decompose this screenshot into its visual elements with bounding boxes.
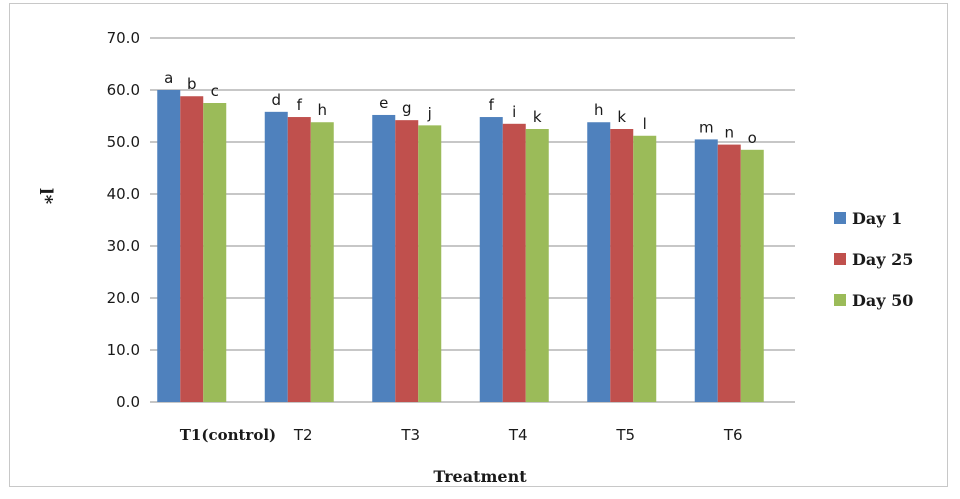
legend: Day 1 Day 25 Day 50	[834, 209, 913, 310]
bar-day-1-t4	[479, 117, 503, 402]
legend-swatch	[834, 253, 846, 265]
x-tick-label: T3	[400, 426, 420, 444]
x-tick-label: T1(control)	[180, 426, 276, 444]
bar-day-50-t2	[310, 122, 334, 403]
bar-day-25-t3	[395, 120, 419, 402]
x-axis-label: Treatment	[433, 467, 527, 486]
y-tick-label: 10.0	[107, 341, 140, 359]
significance-letter: m	[699, 118, 714, 136]
bar-day-1-t3	[372, 114, 396, 403]
bar-day-25-t5	[610, 129, 634, 402]
significance-letter: j	[427, 104, 432, 122]
gridlines	[150, 37, 795, 403]
bar-day-50-t3	[418, 125, 442, 403]
significance-letter: b	[187, 75, 197, 93]
significance-letter: k	[617, 108, 626, 126]
x-tick-label: T4	[508, 426, 528, 444]
significance-letter: d	[271, 91, 281, 109]
significance-letter: o	[748, 129, 757, 147]
legend-swatch	[834, 294, 846, 306]
significance-letter: h	[594, 101, 604, 119]
x-tick-labels: T1(control) T2 T3 T4 T5 T6	[180, 426, 743, 444]
significance-letter: h	[317, 101, 327, 119]
y-tick-labels: 0.0 10.0 20.0 30.0 40.0 50.0 60.0 70.0	[107, 29, 140, 411]
legend-label: Day 25	[852, 250, 913, 269]
legend-label: Day 1	[852, 209, 902, 228]
significance-letter: c	[211, 82, 219, 100]
significance-letter: f	[489, 96, 495, 114]
y-axis-label: l*	[35, 188, 56, 205]
significance-letter: f	[297, 96, 303, 114]
y-tick-label: 70.0	[107, 29, 140, 47]
x-tick-label: T2	[293, 426, 313, 444]
legend-swatch	[834, 212, 846, 224]
bar-day-1-t1	[157, 90, 181, 402]
y-tick-label: 30.0	[107, 237, 140, 255]
bar-day-50-t6	[740, 149, 764, 402]
legend-label: Day 50	[852, 291, 913, 310]
bar-day-25-t6	[717, 144, 741, 402]
significance-letter: g	[402, 99, 412, 117]
significance-letter: l	[643, 115, 647, 133]
bar-day-25-t1	[180, 96, 204, 403]
bar-day-25-t4	[502, 123, 526, 403]
bar-day-1-t6	[694, 139, 718, 402]
bar-day-50-t5	[633, 135, 657, 402]
y-tick-label: 50.0	[107, 133, 140, 151]
bar-day-50-t1	[203, 103, 227, 402]
bar-day-25-t2	[287, 117, 311, 402]
y-tick-label: 60.0	[107, 81, 140, 99]
bars	[157, 90, 764, 403]
y-tick-label: 20.0	[107, 289, 140, 307]
bar-day-1-t2	[264, 111, 288, 402]
y-tick-label: 0.0	[116, 393, 140, 411]
x-tick-label: T6	[723, 426, 743, 444]
significance-letter: n	[724, 124, 734, 142]
significance-letter: a	[164, 69, 173, 87]
significance-letter: k	[533, 108, 542, 126]
x-tick-label: T5	[615, 426, 635, 444]
significance-letter: e	[379, 94, 388, 112]
significance-letter: i	[512, 103, 516, 121]
bar-day-1-t5	[587, 122, 611, 403]
y-tick-label: 40.0	[107, 185, 140, 203]
bar-day-50-t4	[525, 129, 549, 402]
